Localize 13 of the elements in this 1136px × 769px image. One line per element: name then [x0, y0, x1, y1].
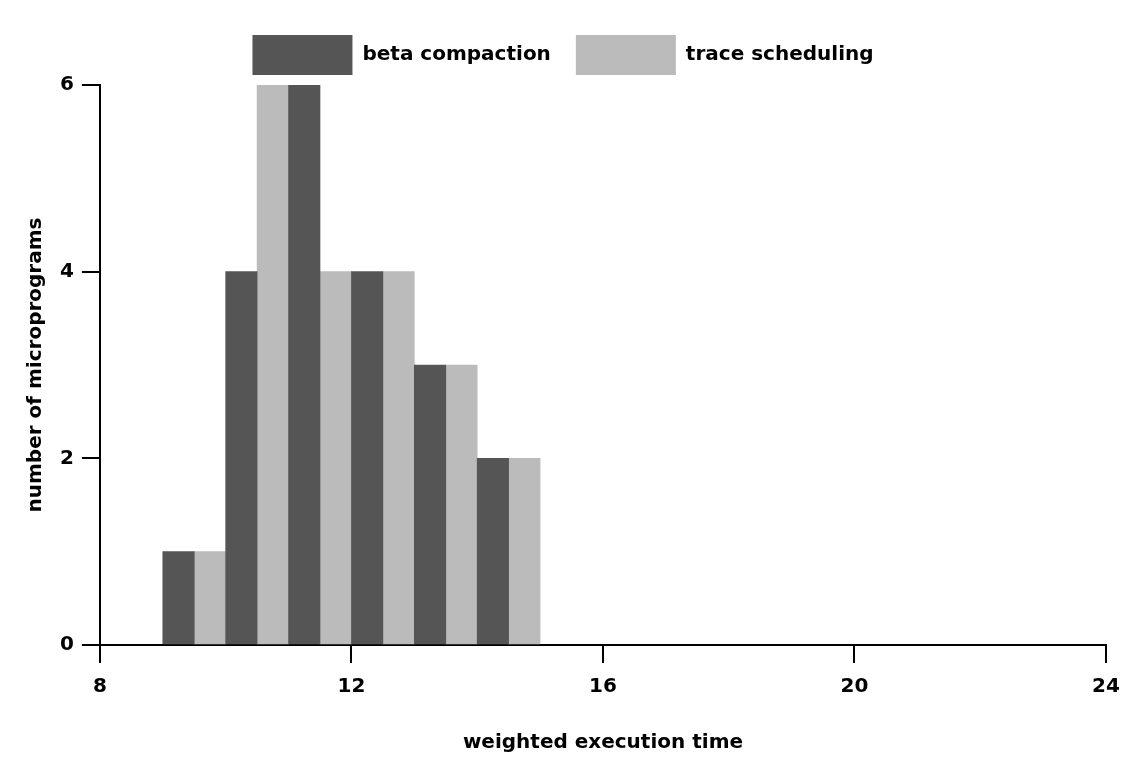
y-tick-label: 2: [59, 444, 74, 469]
legend-label: beta compaction: [362, 41, 551, 66]
y-axis-title: number of microprograms: [22, 217, 47, 513]
x-tick-label: 8: [92, 673, 107, 698]
legend-label: trace scheduling: [685, 41, 874, 66]
y-tick-label: 0: [59, 631, 74, 656]
x-axis-title: weighted execution time: [462, 729, 744, 754]
x-tick-label: 24: [1092, 673, 1120, 698]
y-tick-label: 6: [59, 71, 74, 96]
x-tick-label: 12: [337, 673, 366, 698]
y-tick-label: 4: [59, 257, 74, 282]
x-tick-label: 16: [589, 673, 617, 698]
x-tick-label: 20: [840, 673, 869, 698]
